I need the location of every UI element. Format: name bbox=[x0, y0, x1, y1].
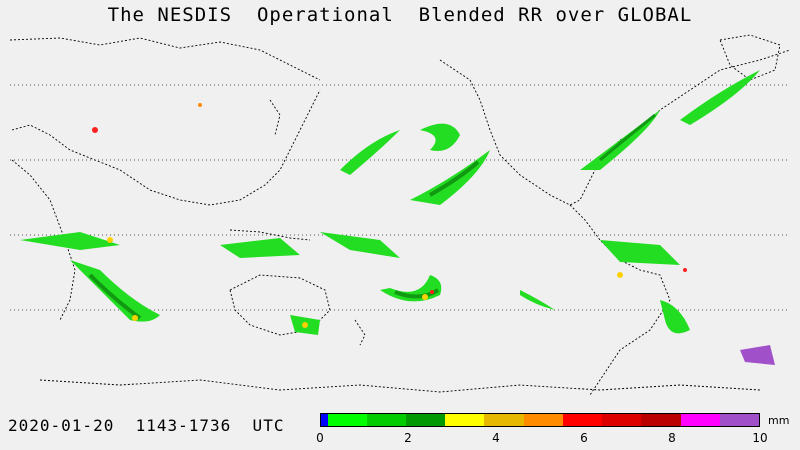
rain-band-npac-1 bbox=[340, 130, 400, 175]
coast-japan bbox=[269, 99, 281, 136]
latitude-gridlines bbox=[10, 84, 790, 311]
colorbar-tick-label: 4 bbox=[492, 431, 500, 445]
rain-tropics-2 bbox=[220, 238, 300, 258]
rain-max-indian bbox=[132, 315, 138, 321]
colorbar-segment bbox=[719, 414, 759, 426]
coastlines bbox=[9, 34, 791, 396]
rain-spot-africa bbox=[107, 237, 113, 243]
rain-band-indian bbox=[70, 260, 160, 322]
rain-max-spac-2 bbox=[430, 290, 434, 294]
colorbar-segment bbox=[523, 414, 563, 426]
rain-band-npac-3 bbox=[410, 150, 490, 205]
rain-southern-ocean bbox=[740, 345, 775, 365]
coast-eurasia-north bbox=[9, 37, 321, 81]
precipitation-map bbox=[9, 34, 791, 396]
colorbar-tick-label: 10 bbox=[752, 431, 768, 445]
rainfall-overlay bbox=[20, 70, 775, 365]
rain-band-natl-1 bbox=[580, 110, 660, 170]
colorbar-tick-label: 0 bbox=[316, 431, 324, 445]
coast-new-zealand bbox=[354, 319, 366, 346]
colorbar-units: mm bbox=[768, 414, 790, 427]
map-title: The NESDIS Operational Blended RR over G… bbox=[107, 4, 693, 26]
colorbar-segment bbox=[562, 414, 603, 426]
coast-north-america bbox=[439, 49, 791, 206]
coast-south-america bbox=[569, 204, 671, 396]
rain-band-npac-2 bbox=[420, 123, 460, 151]
colorbar-segment bbox=[641, 414, 681, 426]
colorbar-segment bbox=[484, 414, 524, 426]
rain-satl-1 bbox=[660, 300, 690, 334]
colorbar-segment bbox=[321, 414, 328, 426]
colorbar-segment bbox=[327, 414, 367, 426]
colorbar-tick-label: 8 bbox=[668, 431, 676, 445]
rain-band-natl-2 bbox=[680, 70, 760, 125]
colorbar-segment bbox=[680, 414, 720, 426]
date-time-label: 2020-01-20 1143-1736 UTC bbox=[8, 416, 285, 435]
rain-core-indian bbox=[88, 273, 142, 320]
rain-core-npac-3 bbox=[429, 160, 480, 197]
colorbar-segment bbox=[366, 414, 406, 426]
rain-spot-sam bbox=[617, 272, 623, 278]
colorbar-tick-label: 6 bbox=[580, 431, 588, 445]
rain-max-spac-1 bbox=[422, 294, 428, 300]
colorbar-tick-label: 2 bbox=[404, 431, 412, 445]
rain-satl-2 bbox=[520, 290, 555, 310]
coast-asia-south bbox=[11, 89, 321, 206]
rain-spot-europe bbox=[92, 127, 98, 133]
colorbar-segment bbox=[445, 414, 485, 426]
colorbar-segment bbox=[406, 414, 446, 426]
rain-tropics-4 bbox=[600, 240, 680, 265]
rain-core-natl-1 bbox=[599, 113, 656, 162]
coast-antarctica bbox=[39, 379, 761, 393]
rain-tropics-3 bbox=[320, 232, 400, 258]
colorbar-segment bbox=[602, 414, 642, 426]
coast-indonesia bbox=[229, 229, 311, 241]
precipitation-colorbar bbox=[320, 413, 760, 427]
rain-max-australia bbox=[302, 322, 308, 328]
coast-africa bbox=[11, 159, 76, 321]
coast-greenland bbox=[719, 34, 781, 81]
rain-core-spac bbox=[394, 288, 440, 299]
rain-spot-asia bbox=[198, 103, 202, 107]
rain-spot-sam-2 bbox=[683, 268, 687, 272]
rain-tropics-1 bbox=[20, 232, 120, 250]
